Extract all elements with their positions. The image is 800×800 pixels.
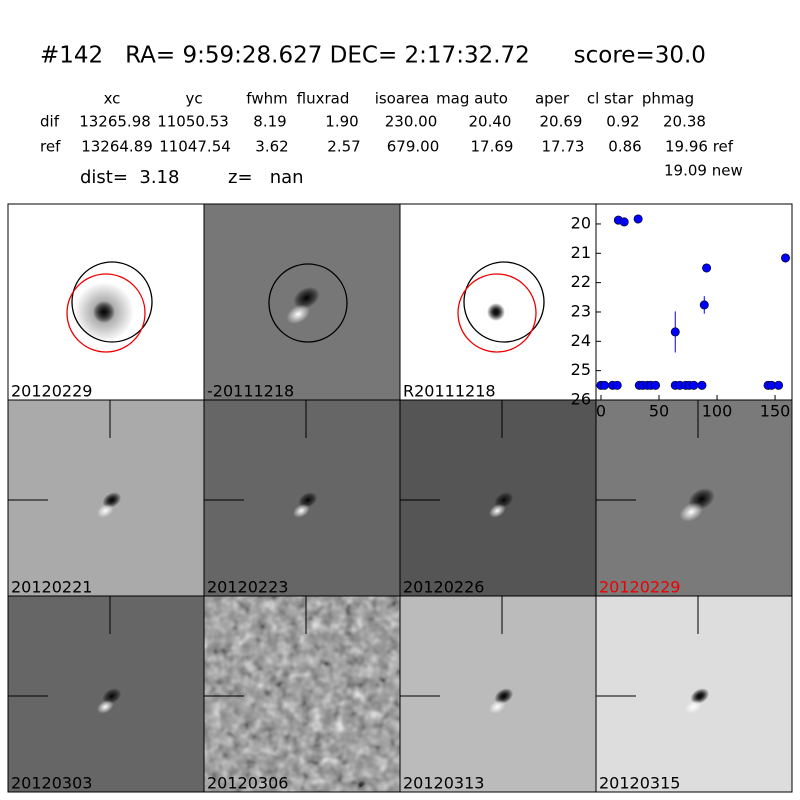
dipole-light xyxy=(488,503,506,518)
point xyxy=(619,217,629,227)
point xyxy=(699,300,709,310)
phmag-new: 19.09 new xyxy=(664,162,743,180)
column-header: phmag xyxy=(642,90,694,108)
row-label: ref xyxy=(40,138,61,156)
dipole-light xyxy=(96,503,114,518)
aperture xyxy=(457,273,537,353)
point xyxy=(612,380,622,390)
dipole-light xyxy=(488,699,506,714)
dipole-dark xyxy=(293,286,320,309)
column-header: fwhm xyxy=(246,90,287,108)
y-tick-label: 26 xyxy=(571,390,591,409)
point xyxy=(689,380,699,390)
column-header: fluxrad xyxy=(297,90,350,108)
cell: 679.00 xyxy=(387,138,440,156)
cell: 1.90 xyxy=(325,113,358,131)
aperture xyxy=(268,263,348,343)
cell: 3.62 xyxy=(255,138,288,156)
plot-frame xyxy=(595,203,793,401)
aperture xyxy=(66,273,146,353)
x-tick-label: 0 xyxy=(596,402,606,421)
aperture xyxy=(71,261,153,343)
aperture xyxy=(463,261,545,343)
z: z= nan xyxy=(228,167,304,188)
panel-label: 20120313 xyxy=(403,774,484,793)
panel-label: 20120223 xyxy=(207,578,288,597)
y-tick-label: 20 xyxy=(571,213,591,232)
x-tick-label: 150 xyxy=(760,402,791,421)
cell: 0.92 xyxy=(606,113,639,131)
dipole-light xyxy=(684,699,702,714)
panel-label: -20111218 xyxy=(207,382,294,401)
cell: 20.38 xyxy=(663,113,706,131)
panel-label: 20120303 xyxy=(11,774,92,793)
point xyxy=(633,214,643,224)
column-header: mag auto xyxy=(436,90,508,108)
plot-bg xyxy=(596,204,792,400)
cell: 19.96 ref xyxy=(665,138,734,156)
table: xc yc fwhm fluxrad isoarea mag auto aper cl sta… xyxy=(40,90,734,156)
point xyxy=(599,380,609,390)
panel-label: 20120229 xyxy=(11,382,92,401)
cell: 17.73 xyxy=(542,138,585,156)
panel-label: 20120306 xyxy=(207,774,288,793)
y-tick-label: 22 xyxy=(571,272,591,291)
title: #142 RA= 9:59:28.627 DEC= 2:17:32.72 sco… xyxy=(40,43,706,69)
point xyxy=(670,327,680,337)
cell: 2.57 xyxy=(327,138,360,156)
x-tick-label: 50 xyxy=(649,402,669,421)
y-tick-label: 24 xyxy=(571,331,591,350)
cell: 13264.89 xyxy=(81,138,153,156)
cell: 8.19 xyxy=(253,113,286,131)
point xyxy=(774,380,784,390)
panel-label: 20120226 xyxy=(403,578,484,597)
column-header: xc xyxy=(104,90,121,108)
column-header: cl star xyxy=(587,90,634,108)
panel-label: 20120221 xyxy=(11,578,92,597)
column-header: yc xyxy=(185,90,202,108)
dist: dist= 3.18 xyxy=(80,167,179,188)
source xyxy=(93,301,115,323)
noise xyxy=(204,596,400,792)
source xyxy=(487,303,505,321)
panel-label: R20111218 xyxy=(403,382,496,401)
panel-label: 20120315 xyxy=(599,774,680,793)
dipole-light xyxy=(679,502,703,522)
x-tick-label: 100 xyxy=(702,402,733,421)
dipole-light xyxy=(292,503,310,518)
row-label: dif xyxy=(40,113,60,131)
cell: 11047.54 xyxy=(159,138,231,156)
cell: 20.69 xyxy=(540,113,583,131)
column-header: aper xyxy=(535,90,570,108)
y-tick-label: 21 xyxy=(571,243,591,262)
cell: 17.69 xyxy=(471,138,514,156)
dipole-light xyxy=(286,304,310,324)
y-tick-label: 25 xyxy=(571,360,591,379)
point xyxy=(781,253,791,263)
image-panel xyxy=(400,204,596,400)
panels: 20120229 -20111218 R20111218 20120221 201202… xyxy=(7,203,793,793)
panel-label: 20120229 xyxy=(599,578,680,597)
cell: 0.86 xyxy=(608,138,641,156)
cell: 230.00 xyxy=(385,113,438,131)
cell: 11050.53 xyxy=(157,113,229,131)
cell: 20.40 xyxy=(469,113,512,131)
point xyxy=(697,380,707,390)
cell: 13265.98 xyxy=(79,113,151,131)
column-header: isoarea xyxy=(375,90,430,108)
y-tick-label: 23 xyxy=(571,301,591,320)
point xyxy=(651,380,661,390)
panel-frame xyxy=(595,595,793,793)
point xyxy=(702,263,712,273)
dipole-light xyxy=(96,699,114,714)
